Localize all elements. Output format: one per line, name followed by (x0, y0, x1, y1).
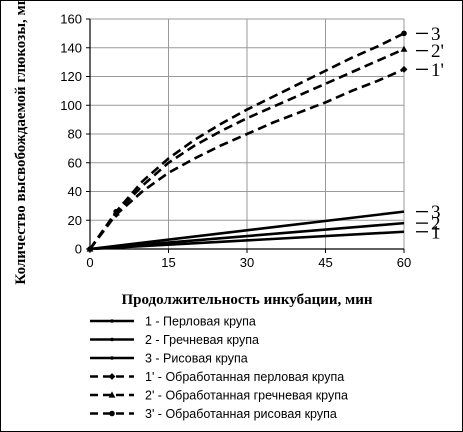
axes (86, 18, 405, 253)
data-point (108, 373, 116, 380)
series-line-4 (88, 68, 405, 250)
data-point (400, 45, 408, 52)
legend-point (110, 356, 114, 360)
legend-point (110, 319, 114, 323)
end-label: 3 (431, 24, 441, 45)
series-lines (86, 30, 408, 253)
y-tick-label: 160 (60, 12, 82, 27)
legend-label-3: 3 - Рисовая крупа (145, 352, 248, 366)
y-tick-label: 140 (60, 40, 82, 55)
end-label: 3 (431, 202, 441, 223)
series-line-6 (88, 32, 405, 250)
y-tick-label: 120 (60, 69, 82, 84)
end-label: 2' (431, 41, 444, 62)
data-point (401, 30, 407, 37)
tick-labels: 0 20 40 60 80 100 120 140 160 0 15 30 45 60 (60, 12, 411, 271)
data-point (108, 391, 116, 398)
end-label: 1 (431, 222, 441, 243)
data-point (87, 246, 93, 252)
x-tick-label: 60 (397, 255, 411, 270)
end-label: 2 (431, 214, 441, 235)
y-tick-label: 40 (68, 184, 82, 199)
y-tick-label: 100 (60, 98, 82, 113)
legend-label-1: 1 - Перловая крупа (145, 315, 256, 329)
series-line-1 (89, 230, 405, 251)
curve-end-labels: 32'1'321 (416, 24, 444, 243)
y-tick-label: 60 (68, 155, 82, 170)
y-tick-label: 0 (75, 242, 82, 257)
y-axis-title: Количество высвобождаемой глюкозы, мг/г (13, 1, 29, 285)
legend-label-6: 3' - Обработанная рисовая крупа (145, 407, 337, 421)
x-tick-label: 0 (86, 255, 93, 270)
series-line-2 (89, 221, 405, 251)
legend-label-2: 2 - Гречневая крупа (145, 333, 259, 347)
legend-label-5: 2' - Обработанная гречневая крупа (145, 389, 348, 403)
x-tick-label: 30 (240, 255, 254, 270)
data-point (400, 65, 408, 73)
series-line-3 (89, 210, 405, 251)
x-tick-label: 15 (161, 255, 175, 270)
legend: 1 - Перловая крупа 2 - Гречневая крупа 3 -… (90, 315, 348, 421)
y-tick-label: 80 (68, 127, 82, 142)
end-label: 1' (431, 60, 444, 81)
y-tick-label: 20 (68, 213, 82, 228)
x-tick-label: 45 (318, 255, 332, 270)
legend-label-4: 1' - Обработанная перловая крупа (145, 370, 344, 384)
data-point (109, 410, 115, 417)
data-point (113, 208, 119, 215)
legend-point (110, 337, 114, 342)
x-axis-title: Продолжительность инкубации, мин (121, 292, 372, 308)
